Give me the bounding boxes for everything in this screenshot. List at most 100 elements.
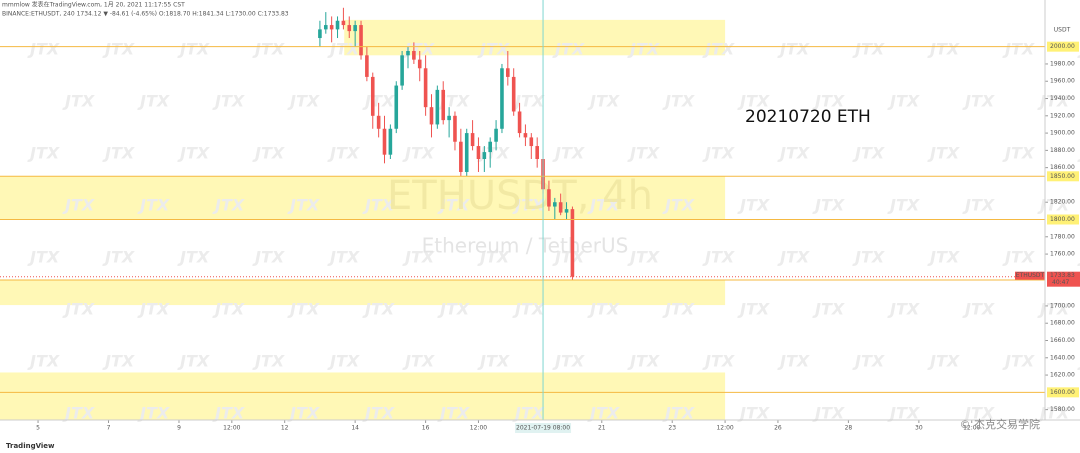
candle-body <box>423 68 428 108</box>
watermark: JTX <box>252 248 285 267</box>
x-tick-label: 12:00 <box>716 425 733 432</box>
watermark: JTX <box>887 92 920 111</box>
watermark: JTX <box>137 92 170 111</box>
watermark: JTX <box>212 92 245 111</box>
candle-body <box>359 25 363 56</box>
x-tick-label: 28 <box>845 425 853 432</box>
watermark: JTX <box>437 92 470 111</box>
level-tag <box>1047 171 1079 182</box>
candle-body <box>347 25 352 32</box>
watermark: JTX <box>627 40 660 59</box>
watermark: JTX <box>362 300 395 319</box>
watermark: JTX <box>852 144 885 163</box>
watermark: JTX <box>27 40 60 59</box>
watermark: JTX <box>1002 40 1035 59</box>
last-price-label: 1733.83 <box>1050 272 1075 279</box>
level-label: 2000.00 <box>1050 43 1075 50</box>
y-tick-label: 1880.00 <box>1050 147 1075 154</box>
watermark: JTX <box>512 300 545 319</box>
candle-body <box>494 128 498 142</box>
zone <box>344 19 726 56</box>
annotation: 20210720 ETH <box>745 107 871 127</box>
y-tick-label: 1940.00 <box>1050 95 1075 102</box>
crosshair-label: 2021-07-19 08:00 <box>516 425 570 432</box>
candle-body <box>323 25 328 30</box>
y-tick-label: 1760.00 <box>1050 251 1075 258</box>
candle-body <box>564 209 569 213</box>
countdown-label: 40:47 <box>1052 279 1069 286</box>
y-tick-label: 1820.00 <box>1050 199 1075 206</box>
watermark-name: Ethereum / TetherUS <box>422 234 629 258</box>
watermark: JTX <box>587 404 620 423</box>
watermark: JTX <box>437 300 470 319</box>
watermark: JTX <box>587 92 620 111</box>
watermark: JTX <box>27 248 60 267</box>
candle-body <box>370 76 375 116</box>
watermark: JTX <box>402 352 435 371</box>
watermark: JTX <box>327 40 360 59</box>
candle-body <box>335 20 340 30</box>
watermark: JTX <box>477 352 510 371</box>
x-tick-label: 12:00 <box>470 425 487 432</box>
watermark: JTX <box>212 404 245 423</box>
candle-body <box>318 29 322 39</box>
y-tick-label: 1580.00 <box>1050 406 1075 413</box>
level-label: 1600.00 <box>1050 389 1075 396</box>
watermark: JTX <box>887 196 920 215</box>
watermark: JTX <box>512 92 545 111</box>
candle-body <box>329 25 334 30</box>
watermark: JTX <box>102 248 135 267</box>
candle-body <box>558 202 563 213</box>
watermark: JTX <box>287 92 320 111</box>
watermark: JTX <box>287 404 320 423</box>
x-tick-label: 14 <box>351 425 359 432</box>
watermark: JTX <box>927 144 960 163</box>
zone <box>0 372 726 420</box>
x-tick-label: 12:00 <box>223 425 240 432</box>
candle-body <box>470 133 475 147</box>
watermark: JTX <box>137 196 170 215</box>
x-tick-label: 26 <box>774 425 782 432</box>
watermark: JTX <box>737 404 770 423</box>
watermark: JTX <box>812 92 845 111</box>
candle-body <box>400 55 404 86</box>
watermark: JTX <box>477 40 510 59</box>
watermark: JTX <box>177 40 210 59</box>
watermark: JTX <box>512 404 545 423</box>
y-tick-label: 1640.00 <box>1050 354 1075 361</box>
watermark: JTX <box>327 248 360 267</box>
watermark: JTX <box>1002 144 1035 163</box>
candle-body <box>382 128 387 155</box>
x-tick-label: 16 <box>422 425 430 432</box>
watermark-symbol: ETHUSDT, 4h <box>387 173 653 219</box>
watermark: JTX <box>102 40 135 59</box>
watermark: JTX <box>102 144 135 163</box>
zone <box>0 280 726 306</box>
zone <box>0 176 726 220</box>
watermark: JTX <box>402 40 435 59</box>
watermark: JTX <box>852 352 885 371</box>
watermark: JTX <box>587 196 620 215</box>
watermark: JTX <box>627 352 660 371</box>
watermark: JTX <box>362 196 395 215</box>
watermark: JTX <box>177 248 210 267</box>
watermark: JTX <box>437 196 470 215</box>
x-tick-label: 5 <box>36 425 40 432</box>
watermark: JTX <box>252 144 285 163</box>
watermark: JTX <box>552 248 585 267</box>
candle-body <box>435 89 440 125</box>
candle-body <box>365 55 369 77</box>
watermark: JTX <box>287 196 320 215</box>
watermark: JTX <box>852 40 885 59</box>
candle-body <box>341 20 346 26</box>
candle-body <box>412 50 416 60</box>
watermark: JTX <box>927 248 960 267</box>
watermark: JTX <box>327 144 360 163</box>
watermark: JTX <box>1002 248 1035 267</box>
watermark: JTX <box>327 352 360 371</box>
y-tick-label: 1680.00 <box>1050 320 1075 327</box>
footer-credit: © 杰克交易学院 <box>960 417 1041 431</box>
y-tick-label: 1860.00 <box>1050 164 1075 171</box>
x-tick-label: 23 <box>668 425 676 432</box>
